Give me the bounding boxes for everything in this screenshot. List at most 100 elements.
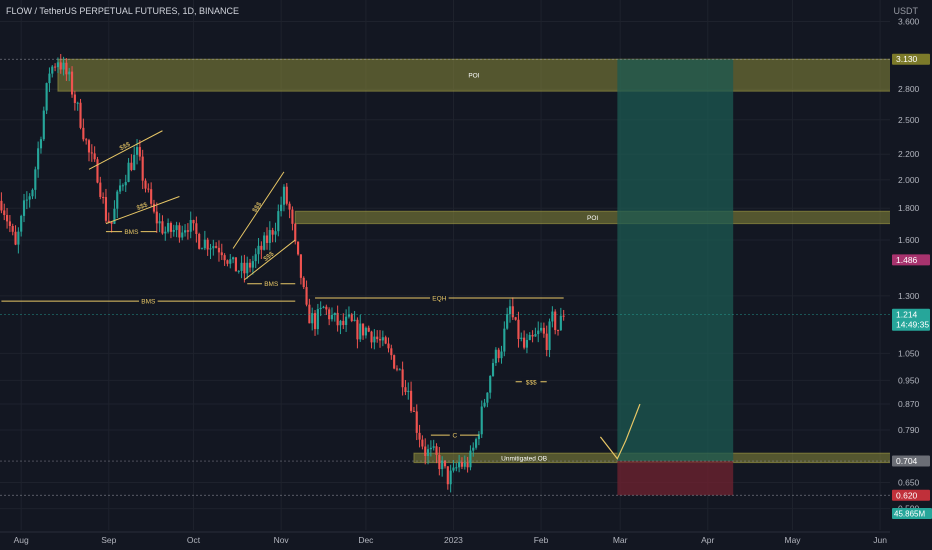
price-axis[interactable]: 3.600 2.800 2.500 2.200 2.000 1.800 1.600 1.300… bbox=[890, 0, 932, 550]
candle-body bbox=[164, 231, 167, 234]
candle-body bbox=[248, 262, 252, 268]
candle-body bbox=[99, 182, 102, 197]
candle-body bbox=[268, 230, 271, 243]
candle-body bbox=[545, 333, 548, 351]
y-tick-label: 1.800 bbox=[898, 203, 920, 213]
candle-body bbox=[17, 231, 20, 245]
candle-body bbox=[232, 257, 235, 260]
candle-body bbox=[110, 222, 113, 224]
x-tick-label: Sep bbox=[101, 535, 116, 545]
zone-label: Unmitigated OB bbox=[501, 455, 547, 462]
candle-body bbox=[460, 461, 464, 467]
candle-body bbox=[305, 287, 308, 305]
candle-body bbox=[432, 446, 435, 448]
candle-body bbox=[265, 235, 269, 243]
candle-body bbox=[345, 316, 348, 326]
candle-body bbox=[424, 446, 427, 456]
candle-body bbox=[127, 162, 130, 182]
candle-body bbox=[192, 219, 195, 224]
candle-body bbox=[520, 337, 523, 340]
x-tick-label: Apr bbox=[701, 535, 714, 545]
candle-body bbox=[82, 127, 85, 140]
candle-body bbox=[215, 246, 218, 248]
price-tag bbox=[892, 254, 930, 266]
candle-body bbox=[93, 153, 96, 160]
price-tag bbox=[892, 489, 930, 501]
candle-body bbox=[452, 467, 455, 471]
candle-body bbox=[438, 454, 441, 470]
candle-body bbox=[73, 94, 76, 103]
candle-body bbox=[271, 230, 274, 235]
x-tick-label: Feb bbox=[534, 535, 549, 545]
candle-body bbox=[511, 306, 514, 318]
candle-body bbox=[319, 307, 322, 310]
candle-body bbox=[107, 220, 110, 223]
candle-body bbox=[373, 336, 376, 343]
candle-body bbox=[45, 83, 48, 111]
trendline-label: $$$ bbox=[262, 250, 275, 262]
candle-body bbox=[415, 411, 418, 433]
annotation-label-bg bbox=[521, 377, 541, 386]
candle-body bbox=[0, 200, 3, 211]
candle-body bbox=[554, 311, 557, 331]
candle-body bbox=[285, 186, 288, 204]
candle-body bbox=[34, 169, 37, 190]
candle-body bbox=[8, 221, 11, 227]
candle-body bbox=[472, 447, 475, 451]
candle-body bbox=[42, 110, 45, 140]
candle-body bbox=[322, 306, 325, 308]
zone-box bbox=[57, 58, 892, 92]
candle-body bbox=[217, 247, 221, 253]
candle-body bbox=[183, 230, 187, 233]
candle-body bbox=[158, 221, 161, 224]
x-tick-label: Dec bbox=[358, 535, 374, 545]
candle-body bbox=[489, 375, 492, 393]
candle-body bbox=[226, 260, 229, 264]
candle-body bbox=[336, 312, 339, 326]
candle-body bbox=[378, 339, 382, 341]
x-tick-label: Aug bbox=[14, 535, 29, 545]
candle-body bbox=[48, 73, 51, 84]
candle-body bbox=[212, 246, 215, 249]
candle-body bbox=[562, 315, 565, 317]
candle-body bbox=[243, 262, 246, 274]
trendline-label: $$$ bbox=[251, 201, 263, 214]
candle-body bbox=[376, 336, 379, 340]
candle-body bbox=[311, 313, 314, 324]
candle-body bbox=[70, 71, 74, 95]
symbol-title: FLOW / TetherUS PERPETUAL FUTURES, 1D, B… bbox=[6, 6, 240, 16]
time-axis[interactable]: Aug Sep Oct Nov Dec 2023 Feb Mar Apr May Jun bbox=[0, 531, 890, 545]
y-tick-label: 0.950 bbox=[898, 375, 920, 385]
y-tick-label: 1.600 bbox=[898, 235, 920, 245]
annotation-label-bg bbox=[122, 227, 141, 236]
candle-body bbox=[274, 231, 277, 235]
price-axis-bg bbox=[890, 0, 932, 550]
candle-body bbox=[161, 221, 164, 234]
trendline bbox=[105, 196, 180, 225]
candle-body bbox=[175, 225, 178, 231]
candle-body bbox=[342, 320, 345, 326]
candle-body bbox=[130, 162, 133, 170]
x-tick-label: Jun bbox=[873, 535, 887, 545]
long-position-tool[interactable] bbox=[617, 59, 734, 496]
candle-body bbox=[54, 66, 57, 68]
x-tick-label: 2023 bbox=[444, 535, 463, 545]
x-tick-label: Mar bbox=[613, 535, 628, 545]
zone-label: POI bbox=[587, 215, 598, 222]
candle-body bbox=[534, 334, 537, 337]
annotations: BMS EQH BMS BMS $$$ C $$$ $$$ $$$ $$$ bbox=[0, 58, 890, 496]
currency-label: USDT bbox=[893, 6, 919, 16]
candle-body bbox=[404, 387, 407, 393]
trendline-label: $$$ bbox=[119, 141, 132, 152]
candle-body bbox=[59, 62, 62, 70]
candle-body bbox=[186, 230, 189, 232]
candle-body bbox=[370, 331, 373, 343]
annotation-label: EQH bbox=[432, 295, 446, 302]
candle-body bbox=[22, 200, 26, 216]
candle-body bbox=[455, 467, 458, 469]
candle-body bbox=[356, 319, 359, 340]
candle-body bbox=[237, 270, 240, 272]
candle-body bbox=[102, 196, 105, 198]
candle-body bbox=[353, 319, 356, 321]
price-tag-label: 1.486 bbox=[896, 255, 918, 265]
